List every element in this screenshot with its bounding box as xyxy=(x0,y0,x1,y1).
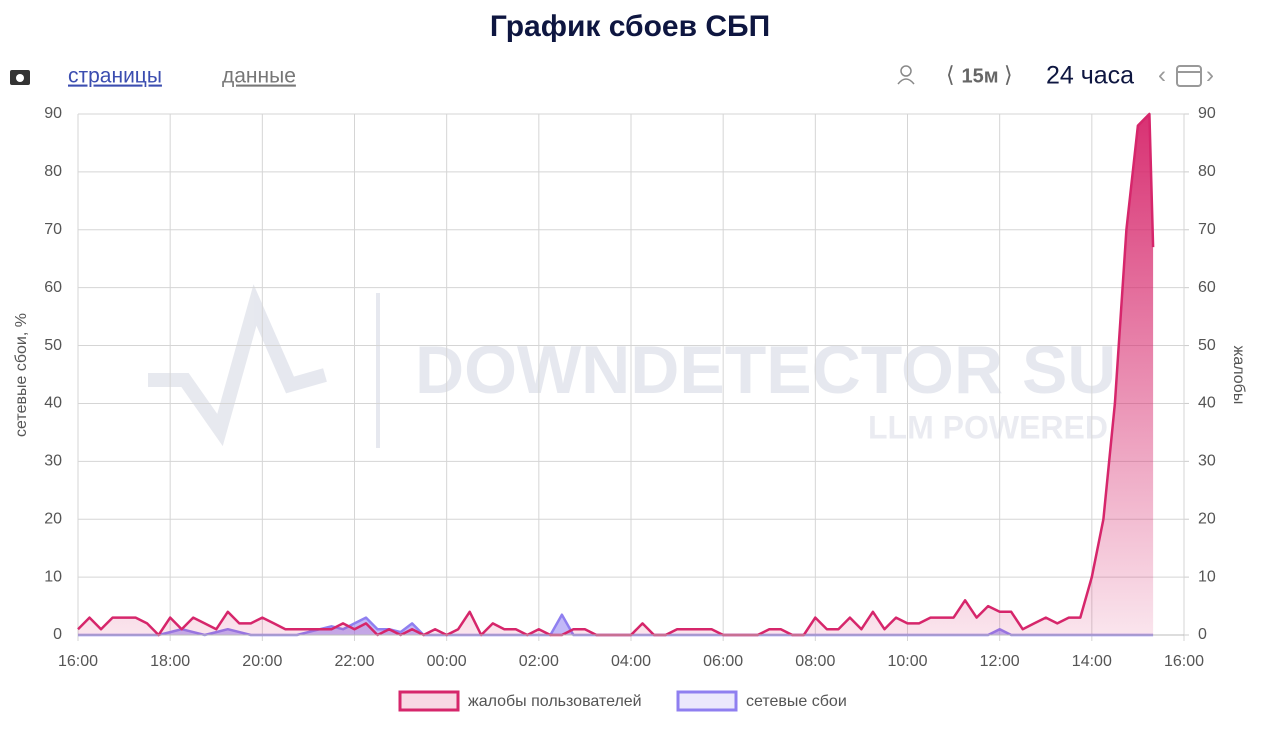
y-tick-label: 40 xyxy=(44,395,62,412)
y-tick-label: 70 xyxy=(44,221,62,238)
watermark-brand: DOWNDETECTOR SU xyxy=(415,332,1116,408)
tab-pages[interactable]: страницы xyxy=(68,65,162,88)
legend-label: сетевые сбои xyxy=(746,693,847,710)
camera-icon[interactable] xyxy=(10,70,30,85)
legend-swatch xyxy=(398,690,460,712)
y2-tick-label: 80 xyxy=(1198,163,1216,180)
y2-tick-label: 90 xyxy=(1198,105,1216,122)
y2-tick-label: 20 xyxy=(1198,510,1216,527)
watermark-tagline: LLM POWERED xyxy=(868,409,1108,445)
x-tick-label: 22:00 xyxy=(334,653,374,670)
y2-tick-label: 50 xyxy=(1198,337,1216,354)
x-tick-label: 04:00 xyxy=(611,653,651,670)
watermark: DOWNDETECTOR SU LLM POWERED xyxy=(148,284,1116,448)
x-tick-label: 02:00 xyxy=(519,653,559,670)
y-tick-label: 20 xyxy=(44,510,62,527)
x-tick-label: 16:00 xyxy=(58,653,98,670)
y-tick-label: 10 xyxy=(44,568,62,585)
x-tick-label: 06:00 xyxy=(703,653,743,670)
interval[interactable]: 15м xyxy=(961,65,998,87)
legend-label: жалобы пользователей xyxy=(468,693,642,710)
x-tick-label: 08:00 xyxy=(795,653,835,670)
period-next[interactable]: › xyxy=(1206,61,1214,88)
x-tick-label: 00:00 xyxy=(427,653,467,670)
x-tick-label: 18:00 xyxy=(150,653,190,670)
y2-tick-label: 0 xyxy=(1198,626,1207,643)
y-tick-label: 90 xyxy=(44,105,62,122)
y-tick-label: 60 xyxy=(44,279,62,296)
y2-axis-label: жалобы xyxy=(1230,346,1247,405)
y-tick-label: 50 xyxy=(44,337,62,354)
user-icon[interactable] xyxy=(897,65,915,85)
y-tick-label: 30 xyxy=(44,453,62,470)
y2-tick-label: 70 xyxy=(1198,221,1216,238)
interval-prev[interactable]: ⟨ xyxy=(946,62,955,87)
x-tick-label: 12:00 xyxy=(980,653,1020,670)
x-tick-label: 20:00 xyxy=(242,653,282,670)
x-tick-label: 10:00 xyxy=(887,653,927,670)
interval-next[interactable]: ⟩ xyxy=(1004,62,1013,87)
period[interactable]: 24 часа xyxy=(1046,62,1134,90)
y-axis-label: сетевые сбои, % xyxy=(13,313,30,437)
x-tick-label: 14:00 xyxy=(1072,653,1112,670)
y-tick-label: 80 xyxy=(44,163,62,180)
period-prev[interactable]: ‹ xyxy=(1158,61,1166,88)
legend-swatch xyxy=(676,690,738,712)
chart-title: График сбоев СБП xyxy=(490,10,770,43)
tab-data[interactable]: данные xyxy=(222,65,296,88)
x-tick-label: 16:00 xyxy=(1164,653,1204,670)
calendar-icon[interactable] xyxy=(1176,65,1202,87)
y2-tick-label: 60 xyxy=(1198,279,1216,296)
y2-tick-label: 10 xyxy=(1198,568,1216,585)
y2-tick-label: 40 xyxy=(1198,395,1216,412)
y2-tick-label: 30 xyxy=(1198,453,1216,470)
y-tick-label: 0 xyxy=(53,626,62,643)
